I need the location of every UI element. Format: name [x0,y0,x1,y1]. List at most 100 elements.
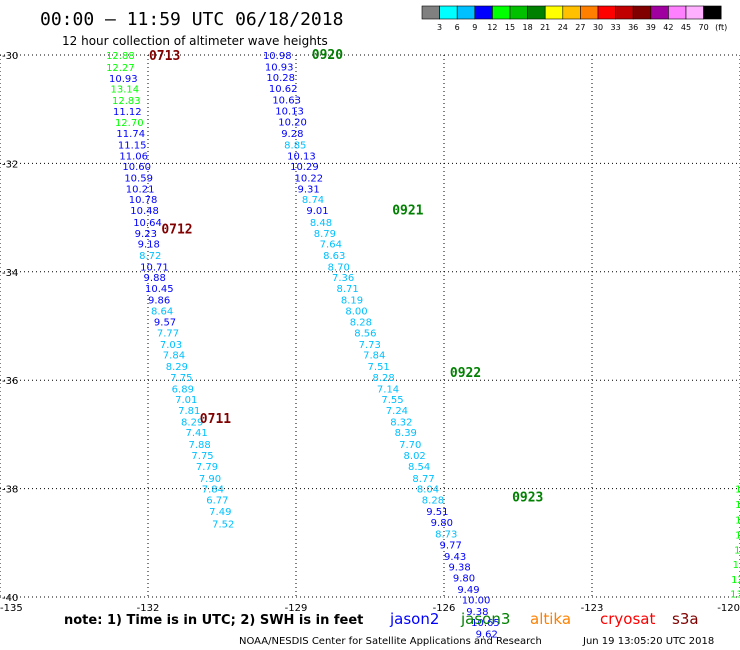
legend-swatch [632,5,652,20]
wave-height-value: 10.13 [287,151,316,162]
wave-height-value: 10.93 [109,74,138,85]
wave-height-value: 10.20 [278,118,307,129]
wave-height-value: 10.21 [126,184,155,195]
wave-height-value: 11.06 [119,151,148,162]
legend-label: 15 [505,23,515,32]
wave-height-value: 9.51 [426,507,448,518]
wave-height-value: 7.51 [368,362,390,373]
wave-height-value: 10.45 [145,284,174,295]
wave-height-value: 7.64 [320,240,342,251]
color-scale-legend: 3 6 9 12 15 18 21 24 27 30 33 36 39 42 45 70 (ft) [421,5,727,32]
grid-lines [0,54,740,598]
wave-height-value: 7.36 [332,273,354,284]
wave-height-value: 8.85 [284,140,306,151]
pass-label: 0922 [450,366,481,381]
x-tick-label: -135 [0,603,23,614]
legend-label: 36 [628,23,638,32]
legend-swatch [509,5,528,20]
legend-label: 42 [663,23,673,32]
wave-height-value: 9.28 [281,129,303,140]
wave-height-value: 9.38 [448,563,470,574]
wave-height-value: 7.52 [212,519,234,530]
wave-height-value: 7.79 [196,462,218,473]
wave-height-value: 10.65 [471,618,500,629]
legend-swatch [527,5,546,20]
pass-label: 0920 [312,48,343,63]
chart-subtitle: 12 hour collection of altimeter wave hei… [62,34,328,48]
wave-height-value: 12.83 [112,96,141,107]
wave-height-value: 10.13 [275,106,304,117]
wave-height-value: 13.62 [735,515,740,526]
wave-height-value: 12.96 [731,575,740,586]
y-tick-label: -36 [2,376,18,387]
wave-height-value: 8.32 [390,417,412,428]
legend-label: 3 [437,23,442,32]
legend-swatch [580,5,599,20]
wave-height-value: 9.57 [154,318,176,329]
wave-height-value: 11.12 [113,107,142,118]
wave-height-value: 8.28 [372,373,394,384]
wave-height-value: 9.86 [148,295,170,306]
wave-height-value: 10.98 [263,51,292,62]
footer-credit: NOAA/NESDIS Center for Satellite Applica… [239,636,542,647]
satellite-name: jason2 [389,610,439,628]
pass-label: 0712 [161,222,192,237]
y-tick-label: -34 [2,268,18,279]
wave-height-value: 8.77 [412,474,434,485]
wave-height-value: 8.02 [404,451,426,462]
wave-height-value: 9.23 [135,229,157,240]
legend-label: 12 [487,23,497,32]
legend-swatch [544,5,564,20]
wave-height-value: 7.84 [363,351,385,362]
wave-height-value: 7.01 [175,395,197,406]
wave-height-value: 8.04 [417,485,439,496]
wave-height-value: 8.19 [341,295,363,306]
wave-height-value: 10.48 [130,206,159,217]
legend-label: (ft) [715,23,727,32]
x-tick-label: -132 [137,603,160,614]
wave-height-value: 7.24 [386,406,408,417]
wave-height-value: 10.60 [122,162,151,173]
wave-height-value: 10.78 [129,195,158,206]
wave-height-value: 9.38 [466,607,488,618]
wave-height-value: 9.88 [144,273,166,284]
wave-height-value: 7.55 [381,395,403,406]
legend-swatch [474,5,493,20]
wave-height-value: 7.70 [399,440,421,451]
legend-swatch [615,5,634,20]
x-tick-label: -126 [433,603,456,614]
wave-height-value: 10.59 [124,173,153,184]
pass-label: 0713 [149,49,180,64]
legend-swatch [650,5,669,20]
wave-height-value: 7.81 [178,406,200,417]
wave-height-value: 12.88 [106,51,135,62]
wave-height-value: 13.45 [735,531,740,542]
wave-height-value: 9.01 [306,206,328,217]
wave-height-value: 8.70 [328,262,350,273]
wave-height-value: 10.93 [265,62,294,73]
wave-height-value: 7.75 [170,373,192,384]
wave-height-value: 7.41 [185,428,207,439]
satellite-name: altika [530,610,571,628]
pass-label: 0921 [392,203,423,218]
wave-height-value: 9.31 [297,184,319,195]
legend-label: 24 [558,23,568,32]
pass-label: 0923 [512,491,543,506]
wave-height-value: 10.28 [266,73,295,84]
wave-height-value: 14.27 [735,485,740,496]
legend-swatch [439,5,458,20]
footer-timestamp: Jun 19 13:05:20 UTC 2018 [582,636,714,647]
wave-height-value: 8.28 [422,495,444,506]
wave-height-value: 8.79 [314,229,336,240]
wave-height-value: 8.39 [395,428,417,439]
wave-height-value: 8.74 [302,195,324,206]
chart-title: 00:00 – 11:59 UTC 06/18/2018 [40,9,343,30]
x-tick-label: -120 [717,603,740,614]
wave-height-value: 7.75 [191,451,213,462]
legend-label: 21 [540,23,550,32]
y-tick-label: -32 [2,159,18,170]
wave-height-value: 9.62 [476,629,498,640]
legend-swatch [421,5,440,20]
wave-height-value: 12.27 [106,63,135,74]
